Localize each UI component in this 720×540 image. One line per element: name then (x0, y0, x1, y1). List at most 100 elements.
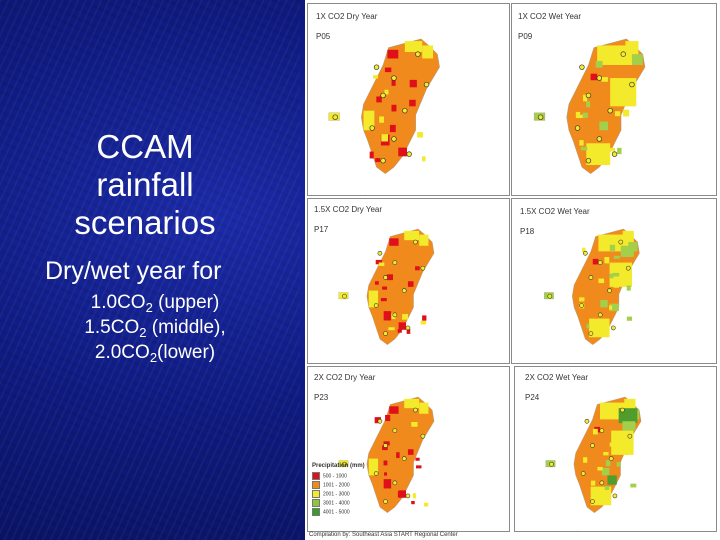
rainfall-zone (385, 414, 391, 422)
rainfall-zone (417, 132, 424, 138)
station-marker-icon (405, 325, 411, 331)
rainfall-zone (404, 41, 423, 52)
rainfall-zone (416, 465, 422, 469)
rainfall-zone (586, 101, 591, 108)
legend-swatch (312, 508, 320, 516)
rainfall-zone (397, 329, 402, 333)
station-marker-icon (383, 331, 388, 336)
rainfall-zone (600, 299, 608, 308)
rainfall-zone (592, 428, 598, 435)
legend-title: Precipitation (mm) (312, 463, 365, 469)
station-marker-icon (402, 107, 408, 114)
rainfall-zone (579, 297, 585, 302)
rainfall-zone (375, 158, 381, 163)
province-map (328, 38, 440, 195)
station-marker-icon (406, 151, 412, 157)
rainfall-zone (580, 146, 588, 151)
rainfall-zone (617, 147, 622, 155)
rainfall-zone (423, 502, 429, 507)
station-marker-icon (585, 157, 592, 164)
station-marker-icon (383, 275, 388, 280)
province-map (544, 228, 640, 363)
title-line: CCAM (96, 128, 194, 165)
station-marker-icon (383, 443, 388, 448)
station-marker-icon (596, 136, 603, 142)
rainfall-zone (412, 493, 416, 499)
legend-swatch (312, 490, 320, 498)
station-marker-icon (582, 250, 588, 256)
rainfall-zone (415, 457, 420, 461)
panel-code: P23 (314, 393, 329, 402)
rainfall-zone (389, 124, 396, 133)
rainfall-zone (613, 281, 619, 288)
station-marker-icon (383, 499, 388, 504)
legend-entry: 1001 - 2000 (312, 481, 365, 490)
station-marker-icon (373, 64, 380, 70)
station-marker-icon (537, 114, 544, 120)
scenario-item: 1.5CO2 (middle), (84, 317, 226, 340)
rainfall-zone (376, 96, 382, 103)
station-marker-icon (423, 81, 430, 88)
map-panel-1x-dry: 1X CO2 Dry Year P05 (307, 3, 510, 196)
panel-label: 1X CO2 Wet Year (518, 12, 581, 21)
rainfall-zone (605, 460, 611, 467)
rainfall-zone (614, 111, 621, 117)
title-line: rainfall (96, 166, 194, 203)
rainfall-zone (383, 441, 390, 446)
station-marker-icon (597, 312, 603, 318)
legend-entry: 2001 - 3000 (312, 490, 365, 499)
station-marker-icon (332, 114, 338, 120)
panel-label: 2X CO2 Dry Year (314, 373, 376, 382)
panel-code: P18 (520, 227, 535, 236)
station-marker-icon (588, 275, 594, 280)
rainfall-zone (374, 281, 379, 285)
station-marker-icon (584, 418, 590, 424)
station-marker-icon (391, 136, 397, 142)
rainfall-zone (379, 116, 384, 123)
rainfall-zone (421, 156, 426, 162)
station-marker-icon (620, 51, 626, 57)
rainfall-zone (419, 234, 429, 246)
rainfall-zone (397, 491, 403, 498)
station-marker-icon (579, 64, 585, 70)
station-marker-icon (599, 428, 605, 433)
station-marker-icon (392, 260, 398, 265)
panel-code: P24 (525, 393, 540, 402)
legend-entry: 500 - 1000 (312, 472, 365, 481)
rainfall-zone (594, 144, 599, 151)
rainfall-zone (389, 238, 399, 246)
legend-swatch (312, 472, 320, 480)
rainfall-zone (387, 49, 399, 59)
station-marker-icon (625, 265, 631, 271)
rainfall-zone (374, 417, 381, 424)
panel-code: P17 (314, 225, 329, 234)
rainfall-zone (402, 314, 409, 320)
rainfall-zone (626, 316, 633, 321)
slide-subtitle: Dry/wet year for (45, 257, 222, 285)
station-marker-icon (401, 288, 407, 293)
rainfall-zone (604, 486, 610, 490)
station-marker-icon (405, 493, 411, 499)
station-marker-icon (415, 51, 421, 57)
rainfall-zone (384, 67, 392, 73)
rainfall-zone (609, 303, 619, 312)
station-marker-icon (380, 157, 386, 164)
panel-label: 1.5X CO2 Dry Year (314, 205, 383, 214)
station-marker-icon (612, 493, 618, 499)
rainfall-zone (631, 54, 643, 66)
rainfall-zone (609, 147, 616, 152)
rainfall-zone (382, 286, 388, 290)
rainfall-zone (391, 79, 396, 86)
rainfall-zone (383, 311, 392, 321)
rainfall-zone (404, 230, 420, 241)
rainfall-zone (419, 402, 429, 414)
station-marker-icon (629, 81, 635, 88)
rainfall-zone (589, 318, 610, 338)
station-marker-icon (607, 288, 612, 293)
station-marker-icon (392, 480, 398, 486)
rainfall-zone (586, 324, 590, 329)
station-marker-icon (373, 303, 379, 308)
rainfall-zone (384, 472, 388, 476)
rainfall-zone (422, 315, 427, 321)
panel-label: 1.5X CO2 Wet Year (520, 207, 590, 216)
